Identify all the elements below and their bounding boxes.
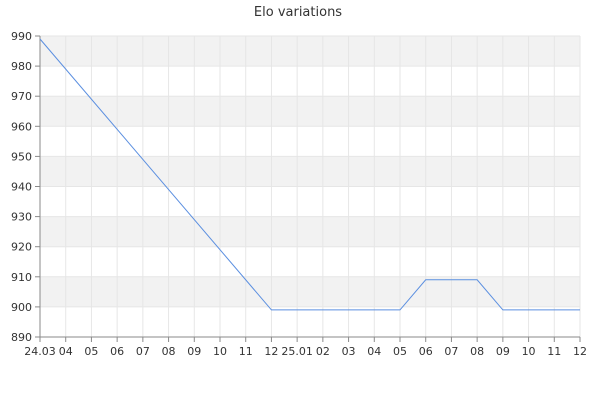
chart-title: Elo variations [254, 5, 342, 20]
y-axis-ticks: 890 900 910 920 930 940 950 960 970 980 990 [11, 30, 40, 344]
y-tick-label: 950 [11, 150, 32, 163]
grid-band [40, 216, 580, 247]
x-tick-label: 11 [547, 345, 561, 358]
x-tick-label: 24.03 [24, 345, 56, 358]
x-tick-label: 12 [264, 345, 278, 358]
x-tick-label: 08 [162, 345, 176, 358]
x-tick-label: 09 [496, 345, 510, 358]
y-tick-label: 990 [11, 30, 32, 43]
y-tick-label: 890 [11, 331, 32, 344]
y-tick-label: 900 [11, 301, 32, 314]
grid-band [40, 276, 580, 307]
y-tick-label: 920 [11, 241, 32, 254]
x-tick-label: 12 [573, 345, 587, 358]
x-tick-label: 02 [316, 345, 330, 358]
series-line [39, 38, 580, 311]
x-tick-label: 25.01 [281, 345, 313, 358]
horizontal-bands [40, 36, 580, 307]
x-tick-label: 07 [136, 345, 150, 358]
y-tick-label: 980 [11, 60, 32, 73]
x-tick-label: 04 [59, 345, 73, 358]
x-tick-label: 06 [110, 345, 124, 358]
x-axis-ticks: 24.03 04 05 06 07 08 09 10 11 12 25.01 02 03 04 05 06 07… [24, 337, 587, 358]
x-tick-label: 10 [522, 345, 536, 358]
x-tick-label: 10 [213, 345, 227, 358]
y-tick-label: 930 [11, 211, 32, 224]
grid-band [40, 156, 580, 187]
x-tick-label: 08 [470, 345, 484, 358]
x-tick-label: 11 [239, 345, 253, 358]
x-tick-label: 07 [444, 345, 458, 358]
y-tick-label: 970 [11, 90, 32, 103]
x-tick-label: 04 [367, 345, 381, 358]
grid-band [40, 96, 580, 127]
x-tick-label: 05 [393, 345, 407, 358]
y-tick-label: 960 [11, 120, 32, 133]
x-tick-label: 06 [419, 345, 433, 358]
x-tick-label: 05 [84, 345, 98, 358]
x-tick-label: 09 [187, 345, 201, 358]
y-tick-label: 940 [11, 181, 32, 194]
series-group [39, 38, 580, 311]
y-tick-label: 910 [11, 271, 32, 284]
x-tick-label: 03 [342, 345, 356, 358]
grid-band [40, 36, 580, 67]
